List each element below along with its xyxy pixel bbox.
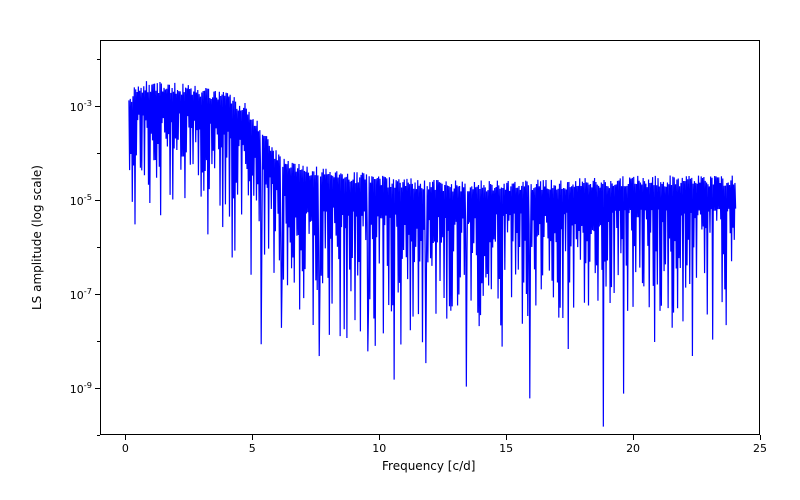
x-tick-label: 15 — [499, 442, 513, 455]
x-tick-label: 25 — [753, 442, 767, 455]
x-tick — [760, 435, 761, 440]
x-tick-label: 0 — [122, 442, 129, 455]
y-minor-tick — [97, 341, 100, 342]
x-axis-label: Frequency [c/d] — [382, 459, 475, 473]
y-tick-label: 10-7 — [70, 286, 92, 302]
x-tick-label: 5 — [249, 442, 256, 455]
spectrum-path — [129, 81, 736, 426]
y-axis-label: LS amplitude (log scale) — [30, 165, 44, 310]
y-tick-label: 10-9 — [70, 380, 92, 396]
plot-axes — [100, 40, 760, 435]
x-tick — [379, 435, 380, 440]
x-tick — [506, 435, 507, 440]
y-tick — [95, 294, 100, 295]
y-minor-tick — [97, 59, 100, 60]
y-minor-tick — [97, 153, 100, 154]
y-tick — [95, 200, 100, 201]
y-tick-label: 10-3 — [70, 98, 92, 114]
figure: LS amplitude (log scale) Frequency [c/d]… — [0, 0, 800, 500]
x-tick — [633, 435, 634, 440]
periodogram-line — [101, 41, 761, 436]
y-tick — [95, 106, 100, 107]
x-tick-label: 10 — [372, 442, 386, 455]
x-tick-label: 20 — [626, 442, 640, 455]
x-tick — [125, 435, 126, 440]
y-minor-tick — [97, 435, 100, 436]
y-tick — [95, 388, 100, 389]
x-tick — [252, 435, 253, 440]
y-tick-label: 10-5 — [70, 192, 92, 208]
y-minor-tick — [97, 247, 100, 248]
